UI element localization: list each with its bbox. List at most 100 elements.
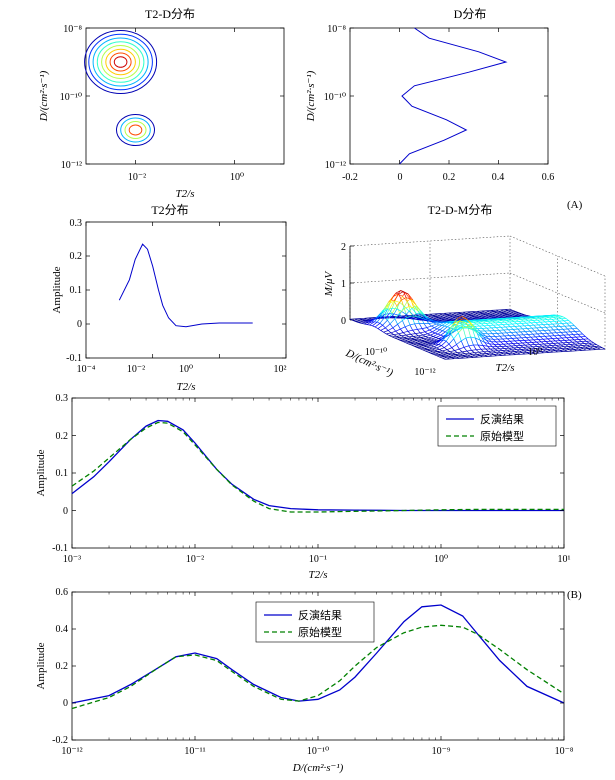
surface-mesh-line [541,327,545,331]
surface-mesh-line [496,333,501,337]
surface-mesh-line [459,320,465,323]
surface-mesh-line [407,331,411,335]
surface-mesh-line [368,319,374,323]
surface-mesh-line [577,334,581,338]
t2-compare-xtick-3: 10⁻¹ [309,554,327,565]
surface-mesh-line [486,340,490,345]
surface-mesh-line [558,335,563,339]
surface-mesh-line [488,338,492,342]
surface-mesh-line [438,335,444,339]
surface-mesh-line [488,338,494,340]
surface-mesh-line [521,323,525,327]
surface-mesh-line [447,323,453,327]
surface-mesh-line [564,325,568,330]
surface-mesh-line [509,340,514,344]
t2-dist-xtick-4: 10² [274,364,287,375]
surface-mesh-line [372,321,378,327]
surface-mesh-line [501,332,505,337]
surface-mesh-line [534,344,538,347]
d-compare-ylabel: Amplitude [35,642,47,689]
surface-mesh-line [388,327,394,331]
surface-mesh-line [387,330,392,334]
surface-mesh-line [440,334,446,341]
surface-mesh-line [477,344,482,350]
surface-mesh-line [529,344,533,348]
surface-mesh-line [469,352,475,354]
surface-mesh-line [391,300,396,309]
contour-ring [124,121,147,139]
surface-mesh-line [383,302,389,310]
surface-mesh-line [443,339,447,342]
surface-mesh-line [480,334,486,337]
surface-mesh-line [535,322,539,326]
surface-mesh-line [433,344,439,348]
surface-mesh-line [573,339,578,343]
surface-mesh-line [427,333,431,336]
t2-dist-ytick-5: 0.3 [70,218,83,229]
d-compare-ytick-2: 0 [63,698,68,709]
surface-mesh-line [500,341,504,345]
surface-mesh-line [441,322,447,326]
surface-mesh-line [561,337,565,341]
surface-mesh-line [530,322,535,326]
surface-mesh-line [550,326,554,331]
surface-mesh-line [393,333,399,336]
surface-mesh-line [513,321,518,324]
surface-mesh-line [534,330,538,335]
surface-mesh-line [540,321,544,325]
surface-mesh-line [477,328,481,332]
surface-mesh-line [421,317,427,320]
surface-mesh-line [437,333,441,336]
surface-mesh-line [434,329,441,334]
surface-mesh-line [574,331,579,335]
surface-mesh-line [505,326,509,330]
surface-mesh-line [429,327,435,331]
surface-mesh-line [443,321,449,323]
surface-mesh-line [559,340,564,344]
surface-mesh-line [480,323,485,327]
surface-mesh-line [387,319,391,325]
surface-mesh-line [375,312,382,319]
t2d-map-panel: T2-D分布 10⁻² 10⁰ 10⁻⁸ 10⁻¹⁰ 10⁻¹² T2/s D/… [38,7,285,200]
surface-mesh-line [467,326,473,330]
surface-mesh-line [376,321,381,324]
surface-mesh-line [465,326,471,330]
surface-mesh-line [390,330,396,334]
surface-mesh-line [424,340,430,342]
t2-compare-ticks [71,397,565,549]
surface-mesh-line [525,337,530,341]
surface-mesh-line [358,321,364,323]
surface-mesh-line [565,331,569,336]
t2-dist-xtick-3: 10⁰ [179,364,193,375]
surface-mesh-line [430,341,436,344]
surface-mesh-line [384,309,388,315]
surface-mesh-line [439,329,443,332]
surface-mesh-line [450,334,454,339]
surface-mesh-line [546,319,551,322]
t2-compare-ytick-4: 0.2 [56,431,69,442]
d-compare-ticks [71,591,565,741]
surface-mesh-line [402,320,406,327]
surface-mesh-line [425,319,431,322]
surface-mesh-line [526,342,531,346]
surface-mesh-line [446,349,451,352]
contour-ring [88,33,153,91]
surface-mesh-line [428,323,432,327]
surface-mesh-line [427,331,433,335]
surface-mesh-line [413,335,419,337]
surface-mesh-line [388,300,395,310]
surface-mesh-line [486,327,490,332]
surface-mesh-line [475,337,481,341]
surface-mesh-line [483,336,489,340]
d-compare-panel: 10⁻¹² 10⁻¹¹ 10⁻¹⁰ 10⁻⁹ 10⁻⁸ -0.2 0 0.2 0… [35,587,574,774]
surface-mesh-line [554,321,558,325]
surface-mesh-line [503,329,507,334]
surface-mesh-line [568,334,572,338]
surface-mesh-line [413,307,419,312]
surface-mesh-line [396,302,401,310]
t2-compare-ytick-1: -0.1 [52,543,68,554]
surface-mesh-line [407,329,413,332]
surface-mesh-line [524,325,528,329]
surface-mesh-line [548,329,552,334]
surface-mesh-line [455,327,461,331]
